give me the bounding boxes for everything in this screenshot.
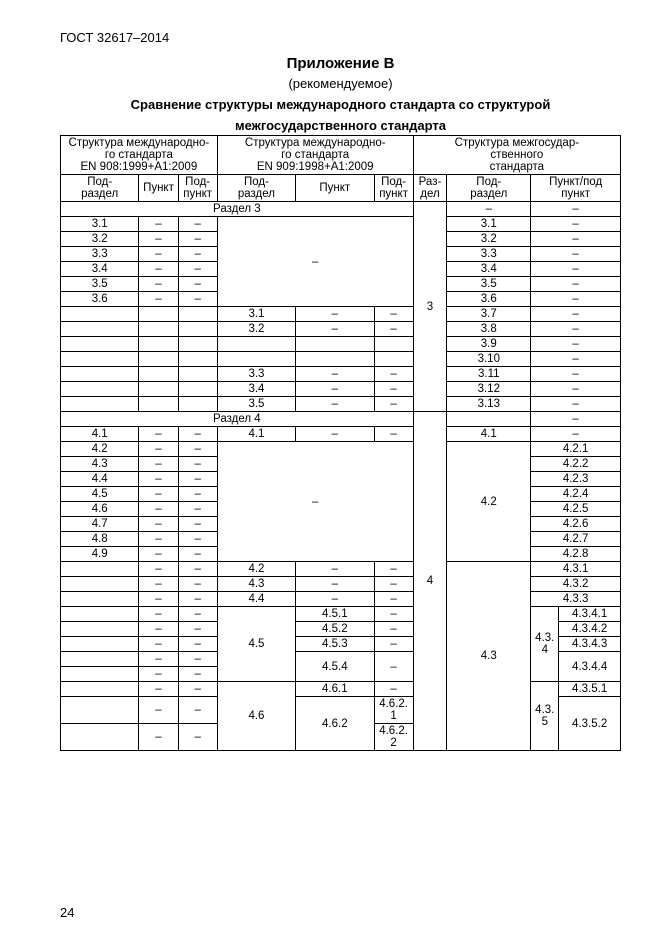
page-root: ГОСТ 32617–2014 Приложение В (рекомендуе…: [0, 0, 661, 935]
section3-title-row: Раздел 3 3 – –: [61, 202, 621, 217]
col-podpunkt-2: Под-пункт: [374, 175, 413, 202]
col-podrazdel-1: Под-раздел: [61, 175, 139, 202]
col-punktpod: Пункт/подпункт: [531, 175, 621, 202]
col-punkt-2: Пункт: [296, 175, 374, 202]
col-punkt-1: Пункт: [139, 175, 178, 202]
section4-title-row: Раздел 4 4 –: [61, 412, 621, 427]
doc-code: ГОСТ 32617–2014: [60, 30, 621, 45]
col-podrazdel-2: Под-раздел: [217, 175, 295, 202]
section4-title: Раздел 4: [61, 412, 414, 427]
page-number: 24: [60, 905, 74, 920]
group2-header: Структура международно- го стандарта EN …: [217, 136, 413, 175]
appendix-note: (рекомендуемое): [60, 76, 621, 91]
header-row-groups: Структура международно- го стандарта EN …: [61, 136, 621, 175]
appendix-title: Приложение В: [60, 55, 621, 72]
col-podrazdel-3: Под-раздел: [447, 175, 531, 202]
section4-razdel: 4: [413, 412, 447, 751]
header-row-sub: Под-раздел Пункт Под-пункт Под-раздел Пу…: [61, 175, 621, 202]
col-podpunkt-1: Под-пункт: [178, 175, 217, 202]
group1-header: Структура международно- го стандарта EN …: [61, 136, 218, 175]
group3-header: Структура межгосудар- ственного стандарт…: [413, 136, 620, 175]
comparison-title-2: межгосударственного стандарта: [60, 118, 621, 133]
comparison-table: Структура международно- го стандарта EN …: [60, 135, 621, 751]
comparison-title-1: Сравнение структуры международного станд…: [60, 97, 621, 112]
section3-razdel: 3: [413, 202, 447, 412]
section3-title: Раздел 3: [61, 202, 414, 217]
col-razdel: Раз-дел: [413, 175, 447, 202]
